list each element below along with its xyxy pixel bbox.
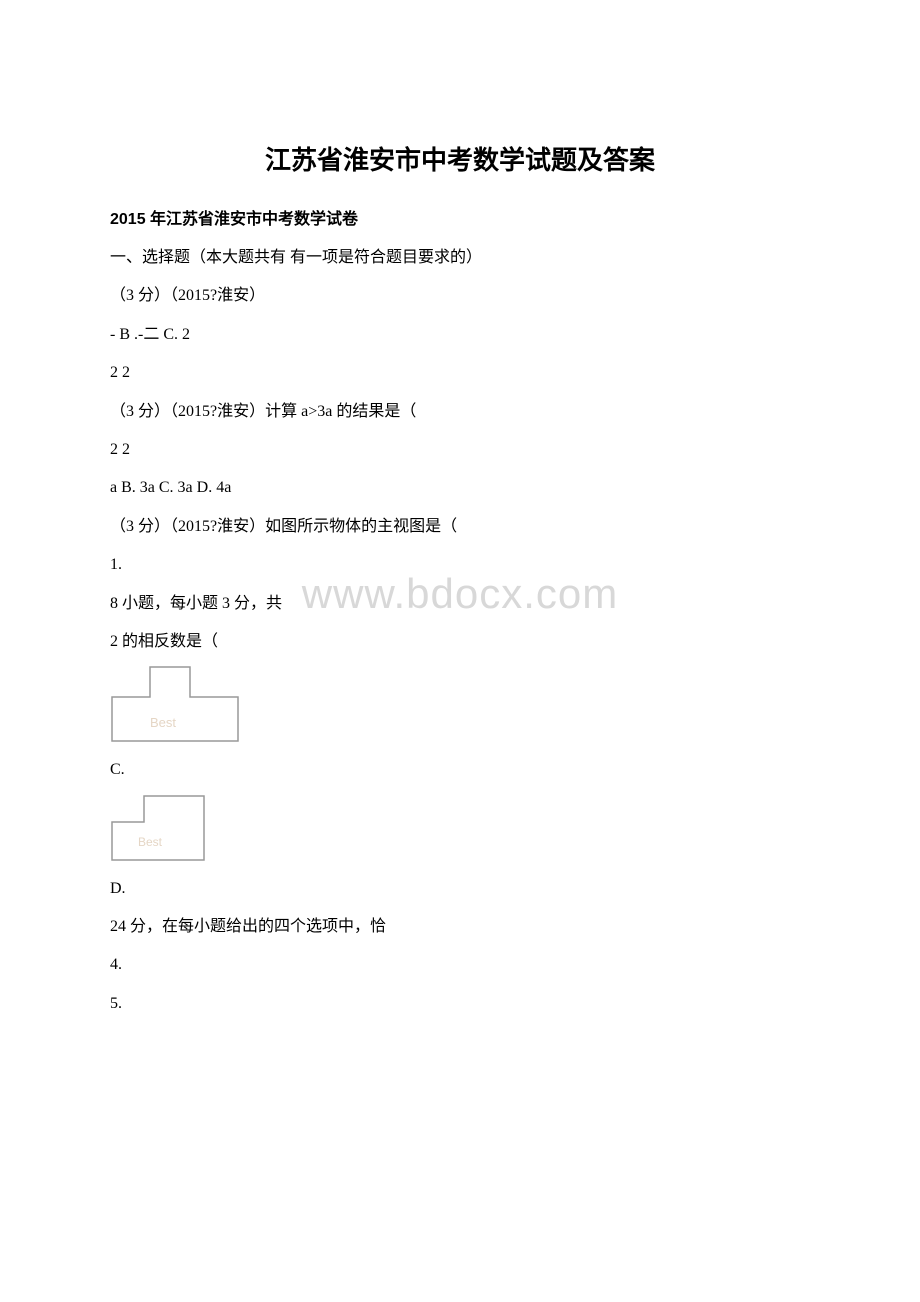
text-line: a B. 3a C. 3a D. 4a [110, 473, 810, 503]
page-title: 江苏省淮安市中考数学试题及答案 [110, 140, 810, 177]
text-line: （3 分）（2015?淮安）如图所示物体的主视图是（ [110, 512, 810, 542]
text-line: 2 的相反数是（ [110, 627, 810, 657]
text-line: 8 小题，每小题 3 分，共 [110, 589, 810, 619]
option-c-shape: Best [110, 665, 810, 743]
text-line: 2 2 [110, 358, 810, 388]
text-line: - B .-二 C. 2 [110, 320, 810, 350]
text-line: 24 分，在每小题给出的四个选项中，恰 [110, 912, 810, 942]
text-line: 1. [110, 550, 810, 580]
text-line: （3 分）（2015?淮安）计算 a>3a 的结果是（ [110, 397, 810, 427]
text-line: C. [110, 755, 810, 785]
option-d-shape: Best [110, 794, 810, 862]
text-line: 4. [110, 950, 810, 980]
exam-subtitle: 2015 年江苏省淮安市中考数学试卷 [110, 205, 810, 229]
text-line: 5. [110, 989, 810, 1019]
text-line: 2 2 [110, 435, 810, 465]
text-line: D. [110, 874, 810, 904]
document-content: 江苏省淮安市中考数学试题及答案 2015 年江苏省淮安市中考数学试卷 一、选择题… [110, 140, 810, 1019]
svg-text:Best: Best [150, 715, 176, 730]
text-line: 一、选择题（本大题共有 有一项是符合题目要求的） [110, 243, 810, 273]
text-line: （3 分）（2015?淮安） [110, 281, 810, 311]
svg-text:Best: Best [138, 835, 163, 849]
